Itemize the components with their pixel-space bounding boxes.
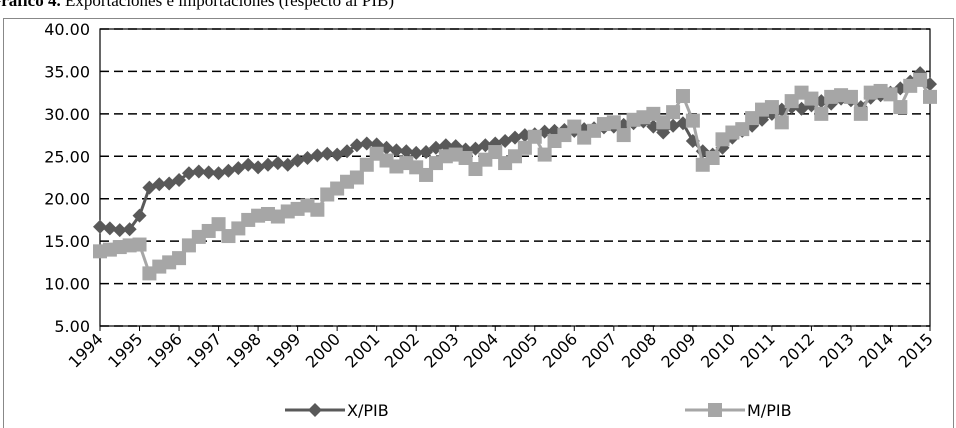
point	[527, 129, 542, 144]
point	[172, 251, 187, 266]
point	[211, 166, 226, 181]
x-tick-label: 2000	[302, 329, 344, 371]
point	[419, 167, 434, 182]
point	[606, 115, 621, 130]
x-tick-label: 1997	[183, 329, 225, 371]
legend-label: X/PIB	[347, 401, 389, 420]
x-tick-label: 2010	[697, 329, 739, 371]
point	[666, 105, 681, 120]
legend-label: M/PIB	[747, 401, 792, 420]
y-tick-label: 35.00	[44, 62, 90, 81]
chart-title: Gráfico 4. Exportaciones e importaciones…	[0, 0, 394, 10]
point	[221, 163, 236, 178]
point	[923, 89, 937, 104]
point	[93, 219, 107, 234]
point	[804, 91, 819, 106]
x-tick-label: 1998	[223, 329, 265, 371]
y-tick-label: 20.00	[44, 190, 90, 209]
point	[132, 208, 147, 223]
point	[893, 100, 908, 115]
point	[708, 403, 722, 417]
point	[774, 115, 789, 130]
point	[883, 87, 898, 102]
plot-frame	[99, 28, 931, 327]
x-tick-label: 1999	[262, 329, 304, 371]
point	[340, 144, 355, 159]
point	[241, 157, 256, 172]
x-tick-label: 2002	[381, 329, 423, 371]
x-tick-label: 2013	[816, 329, 858, 371]
x-tick-label: 2006	[539, 329, 581, 371]
point	[310, 148, 325, 163]
point	[735, 122, 750, 137]
x-tick-label: 2012	[776, 329, 818, 371]
point	[320, 146, 335, 161]
point	[251, 160, 266, 175]
point	[102, 221, 117, 236]
point	[349, 138, 364, 153]
point	[112, 223, 127, 238]
point	[201, 165, 216, 180]
point	[488, 145, 503, 160]
point	[122, 222, 137, 237]
point	[310, 202, 325, 217]
point	[814, 106, 829, 121]
x-tick-label: 2008	[618, 329, 660, 371]
point	[399, 144, 414, 159]
y-tick-label: 40.00	[44, 20, 90, 39]
point	[308, 403, 322, 417]
point	[349, 170, 364, 185]
point	[280, 157, 295, 172]
y-tick-label: 5.00	[54, 317, 90, 336]
point	[913, 72, 928, 87]
point	[191, 164, 206, 179]
point	[843, 89, 858, 104]
x-tick-label: 2001	[341, 329, 383, 371]
point	[537, 147, 552, 162]
point	[458, 150, 473, 165]
y-tick-label: 10.00	[44, 275, 90, 294]
y-tick-label: 15.00	[44, 232, 90, 251]
point	[616, 128, 631, 143]
point	[132, 237, 147, 252]
point	[152, 177, 167, 192]
x-tick-label: 1996	[144, 329, 186, 371]
x-tick-label: 2004	[460, 329, 502, 371]
point	[685, 113, 700, 128]
x-tick-label: 2011	[737, 329, 779, 371]
y-tick-label: 25.00	[44, 147, 90, 166]
point	[675, 89, 690, 104]
x-tick-label: 2003	[420, 329, 462, 371]
point	[705, 150, 720, 165]
x-tick-label: 2005	[499, 329, 541, 371]
x-tick-label: 2009	[657, 329, 699, 371]
point	[419, 145, 434, 160]
chart-frame	[3, 18, 954, 428]
point	[172, 173, 187, 188]
point	[359, 157, 374, 172]
x-tick-label: 2014	[855, 329, 897, 371]
title-label: Gráfico 4.	[0, 0, 61, 10]
point	[290, 153, 305, 168]
y-tick-label: 30.00	[44, 105, 90, 124]
x-tick-label: 2015	[895, 329, 937, 371]
point	[300, 150, 315, 165]
point	[517, 140, 532, 155]
title-text: Exportaciones e importaciones (respecto …	[65, 0, 394, 10]
point	[181, 166, 196, 181]
point	[567, 119, 582, 134]
point	[764, 100, 779, 115]
point	[270, 156, 285, 171]
point	[853, 106, 868, 121]
point	[260, 157, 275, 172]
x-tick-label: 2007	[578, 329, 620, 371]
x-tick-label: 1995	[104, 329, 146, 371]
point	[211, 217, 226, 232]
